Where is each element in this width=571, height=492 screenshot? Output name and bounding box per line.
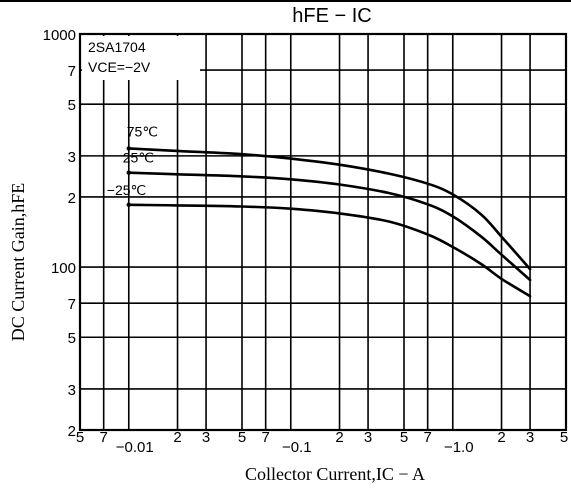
series-start-marker — [126, 146, 131, 151]
x-tick-label: 7 — [100, 429, 108, 446]
y-axis-label: DC Current Gain,hFE — [8, 183, 28, 341]
x-tick-label: 5 — [238, 429, 246, 446]
x-tick-label: 5 — [400, 429, 408, 446]
chart-curves — [126, 146, 532, 298]
series-label: 25℃ — [123, 150, 154, 166]
plot-frame — [78, 32, 568, 432]
x-tick-label: −0.01 — [116, 439, 154, 456]
chart-grid — [78, 32, 568, 432]
x-tick-label: 3 — [364, 429, 372, 446]
series-label: 75℃ — [127, 123, 158, 139]
y-tick-label: 2 — [68, 190, 76, 207]
x-tick-label: 2 — [173, 429, 181, 446]
series-start-marker — [126, 202, 131, 208]
y-tick-label: 7 — [68, 63, 76, 80]
series-line — [127, 171, 532, 282]
y-tick-label: 3 — [68, 382, 76, 399]
x-tick-label: 2 — [497, 429, 505, 446]
x-tick-label: 3 — [202, 429, 210, 446]
y-tick-label: 5 — [68, 330, 76, 347]
y-tick-label: 1000 — [43, 27, 76, 44]
y-tick-label: 2 — [68, 423, 76, 440]
x-axis-label: Collector Current,IC − A — [245, 464, 425, 484]
y-tick-label: 7 — [68, 296, 76, 313]
x-tick-label: 5 — [76, 429, 84, 446]
series-line — [127, 203, 532, 298]
y-tick-labels: 1000 7 5 3 2 100 7 5 3 2 — [43, 27, 76, 440]
annotation-text: 2SA1704 — [88, 39, 146, 55]
series-line — [127, 147, 532, 271]
chart-title: hFE − IC — [292, 5, 371, 27]
series-start-marker — [126, 170, 131, 175]
x-tick-label: 3 — [526, 429, 534, 446]
series-label: −25℃ — [107, 182, 146, 198]
x-tick-label: 7 — [262, 429, 270, 446]
x-tick-label: −0.1 — [282, 439, 312, 456]
annotation-box — [82, 36, 200, 80]
x-tick-label: −1.0 — [444, 439, 474, 456]
y-tick-label: 5 — [68, 97, 76, 114]
chart-annotations: 2SA1704 VCE=−2V — [82, 36, 200, 80]
series-labels: 75℃ 25℃ −25℃ — [107, 123, 158, 197]
annotation-text: VCE=−2V — [88, 59, 151, 75]
x-tick-label: 5 — [560, 429, 568, 446]
y-tick-label: 3 — [68, 149, 76, 166]
x-tick-labels: 5 7−0.012 3 5 7−0.12 3 5 7−1.02 3 5 — [76, 429, 568, 456]
y-tick-label: 100 — [51, 260, 76, 277]
x-tick-label: 7 — [424, 429, 432, 446]
x-tick-label: 2 — [335, 429, 343, 446]
